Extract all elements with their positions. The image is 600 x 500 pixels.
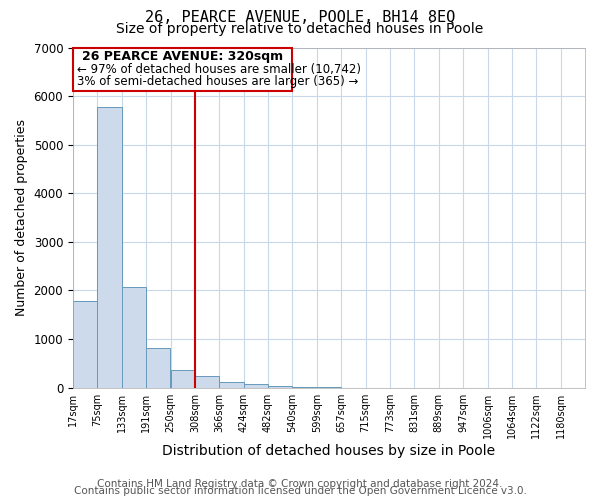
Bar [195,376,219,388]
Bar [292,387,317,388]
Text: 26 PEARCE AVENUE: 320sqm: 26 PEARCE AVENUE: 320sqm [82,50,283,63]
Text: Contains HM Land Registry data © Crown copyright and database right 2024.: Contains HM Land Registry data © Crown c… [97,479,503,489]
Bar [122,286,146,388]
Text: 3% of semi-detached houses are larger (365) →: 3% of semi-detached houses are larger (3… [77,74,358,88]
FancyBboxPatch shape [73,48,292,91]
Text: 26, PEARCE AVENUE, POOLE, BH14 8EQ: 26, PEARCE AVENUE, POOLE, BH14 8EQ [145,10,455,25]
Bar [73,301,97,388]
Bar [219,382,244,388]
Bar [244,384,268,388]
Bar [170,370,195,388]
Y-axis label: Number of detached properties: Number of detached properties [15,119,28,316]
Bar [97,107,122,388]
X-axis label: Distribution of detached houses by size in Poole: Distribution of detached houses by size … [163,444,496,458]
Text: ← 97% of detached houses are smaller (10,742): ← 97% of detached houses are smaller (10… [77,62,361,76]
Bar [268,386,292,388]
Bar [146,348,170,388]
Text: Contains public sector information licensed under the Open Government Licence v3: Contains public sector information licen… [74,486,526,496]
Text: Size of property relative to detached houses in Poole: Size of property relative to detached ho… [116,22,484,36]
